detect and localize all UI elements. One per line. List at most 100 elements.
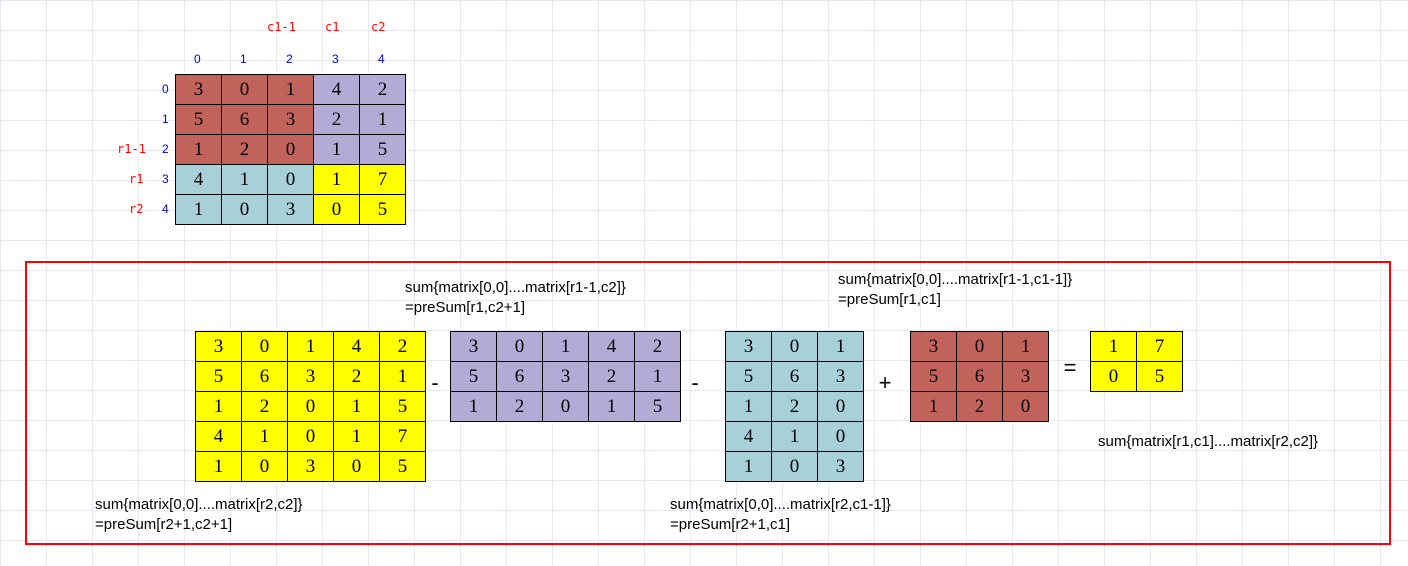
cell: 5 [911, 362, 957, 392]
op-minus: - [420, 370, 450, 396]
col-index: 3 [332, 52, 339, 66]
row-index: 1 [162, 112, 169, 126]
cell: 1 [222, 165, 268, 195]
cell: 7 [380, 422, 426, 452]
cell: 5 [360, 135, 406, 165]
formula: =preSum[r1,c1] [838, 290, 941, 310]
cell: 1 [543, 332, 589, 362]
matrix-top: 301425632112015 [450, 331, 681, 422]
cell: 5 [451, 362, 497, 392]
formula: sum{matrix[0,0]....matrix[r2,c1-1]} [670, 495, 891, 515]
row-index: 2 [162, 142, 169, 156]
cell: 1 [451, 392, 497, 422]
cell: 2 [380, 332, 426, 362]
cell: 0 [268, 135, 314, 165]
matrix-left: 301563120410103 [725, 331, 864, 482]
formula: sum{matrix[r1,c1]....matrix[r2,c2]} [1098, 432, 1318, 452]
cell: 5 [380, 392, 426, 422]
cell: 3 [543, 362, 589, 392]
cell: 4 [196, 422, 242, 452]
cell: 0 [288, 422, 334, 452]
cell: 3 [268, 195, 314, 225]
cell: 3 [288, 452, 334, 482]
row-marker: r2 [129, 202, 143, 216]
cell: 0 [1091, 362, 1137, 392]
formula: =preSum[r2+1,c2+1] [95, 515, 232, 535]
cell: 4 [314, 75, 360, 105]
cell: 4 [589, 332, 635, 362]
formula: =preSum[r1,c2+1] [405, 298, 525, 318]
cell: 2 [334, 362, 380, 392]
cell: 5 [196, 362, 242, 392]
cell: 0 [268, 165, 314, 195]
op-minus: - [680, 370, 710, 396]
cell: 0 [1003, 392, 1049, 422]
cell: 1 [196, 392, 242, 422]
cell: 0 [543, 392, 589, 422]
cell: 0 [314, 195, 360, 225]
cell: 6 [222, 105, 268, 135]
cell: 7 [360, 165, 406, 195]
cell: 0 [242, 452, 288, 482]
cell: 1 [314, 135, 360, 165]
cell: 0 [222, 195, 268, 225]
cell: 1 [635, 362, 681, 392]
cell: 0 [818, 422, 864, 452]
cell: 1 [242, 422, 288, 452]
cell: 3 [818, 452, 864, 482]
cell: 0 [222, 75, 268, 105]
cell: 2 [957, 392, 1003, 422]
cell: 2 [497, 392, 543, 422]
cell: 3 [911, 332, 957, 362]
col-index: 4 [378, 52, 385, 66]
cell: 2 [314, 105, 360, 135]
cell: 2 [360, 75, 406, 105]
cell: 1 [334, 392, 380, 422]
matrix-result: 1705 [1090, 331, 1183, 392]
formula: =preSum[r2+1,c1] [670, 515, 790, 535]
cell: 5 [360, 195, 406, 225]
cell: 4 [334, 332, 380, 362]
cell: 3 [451, 332, 497, 362]
col-index: 1 [240, 52, 247, 66]
cell: 1 [176, 195, 222, 225]
cell: 3 [1003, 362, 1049, 392]
col-marker: c1-1 [267, 20, 296, 34]
cell: 1 [288, 332, 334, 362]
cell: 1 [380, 362, 426, 392]
cell: 5 [726, 362, 772, 392]
col-marker: c1 [325, 20, 339, 34]
cell: 3 [726, 332, 772, 362]
cell: 4 [726, 422, 772, 452]
cell: 6 [957, 362, 1003, 392]
cell: 0 [497, 332, 543, 362]
cell: 6 [242, 362, 288, 392]
cell: 1 [196, 452, 242, 482]
cell: 2 [242, 392, 288, 422]
cell: 2 [589, 362, 635, 392]
col-index: 2 [286, 52, 293, 66]
cell: 2 [222, 135, 268, 165]
cell: 3 [288, 362, 334, 392]
cell: 0 [242, 332, 288, 362]
cell: 1 [176, 135, 222, 165]
cell: 2 [635, 332, 681, 362]
col-marker: c2 [371, 20, 385, 34]
row-marker: r1 [129, 172, 143, 186]
cell: 1 [334, 422, 380, 452]
top-matrix: 3014256321120154101710305 [175, 74, 406, 225]
cell: 0 [957, 332, 1003, 362]
cell: 6 [772, 362, 818, 392]
op-eq: = [1055, 355, 1085, 381]
cell: 1 [726, 452, 772, 482]
cell: 0 [818, 392, 864, 422]
cell: 3 [818, 362, 864, 392]
cell: 1 [772, 422, 818, 452]
cell: 1 [589, 392, 635, 422]
col-index: 0 [194, 52, 201, 66]
cell: 2 [772, 392, 818, 422]
formula: sum{matrix[0,0]....matrix[r1-1,c2]} [405, 278, 626, 298]
cell: 0 [772, 332, 818, 362]
cell: 0 [288, 392, 334, 422]
cell: 1 [818, 332, 864, 362]
